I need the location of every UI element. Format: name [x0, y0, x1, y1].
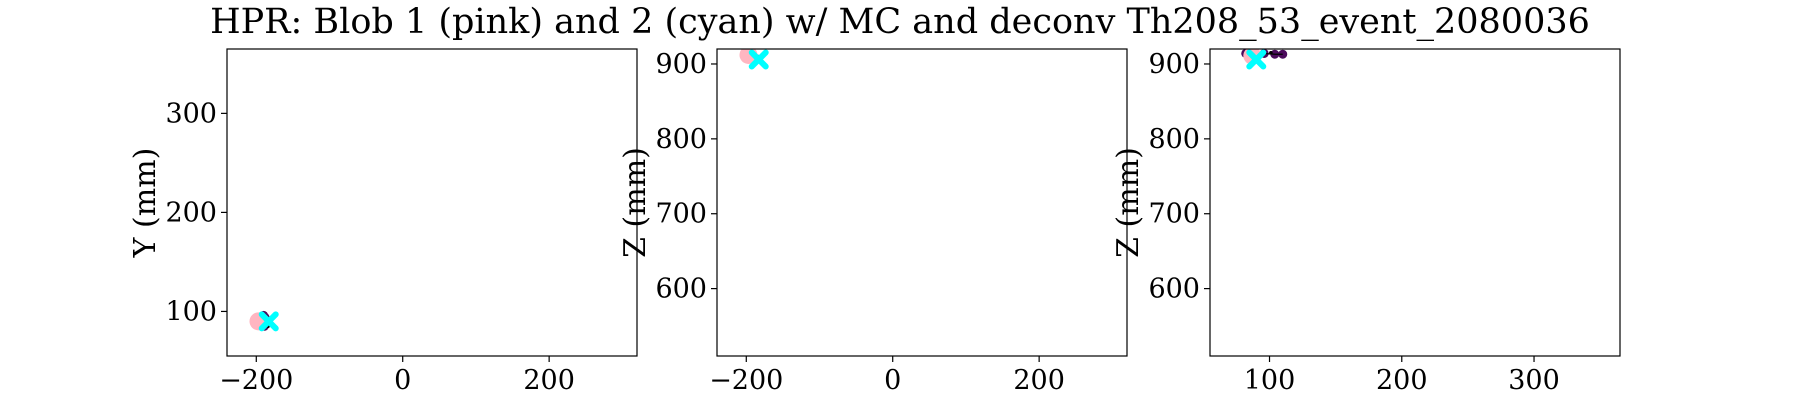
- y-axis-label: Y (mm): [128, 148, 163, 259]
- x-tick-label: 200: [1013, 365, 1065, 396]
- panel-3-marks: [1241, 49, 1288, 70]
- x-tick-label: 0: [884, 365, 901, 396]
- y-tick-label: 300: [165, 98, 217, 129]
- blob2-marker-stroke: [1246, 49, 1267, 70]
- x-tick-label: 200: [523, 365, 575, 396]
- y-axis-label: Z (mm): [618, 147, 653, 258]
- blob2-marker: [258, 311, 279, 332]
- x-tick-label: −200: [709, 365, 783, 396]
- panel-3: 100 200 300 600 700 800 900 Z (mm) Y (mm): [1111, 48, 1621, 400]
- x-axis-label: Y (mm): [1359, 397, 1470, 400]
- blob2-marker: [748, 49, 769, 70]
- y-axis-label: Z (mm): [1111, 147, 1146, 258]
- y-tick-label: 800: [1148, 124, 1200, 155]
- x-tick-label: −200: [219, 365, 293, 396]
- panel-1-marks: [249, 310, 279, 332]
- y-tick-label: 200: [165, 197, 217, 228]
- y-tick-label: 700: [655, 199, 707, 230]
- chart-title: HPR: Blob 1 (pink) and 2 (cyan) w/ MC an…: [210, 2, 1590, 42]
- panel-2-marks: [739, 49, 769, 70]
- y-tick-label: 100: [165, 296, 217, 327]
- blob2-marker: [1246, 49, 1267, 70]
- blob2-marker-stroke: [258, 311, 279, 332]
- x-tick-label: 100: [1244, 365, 1296, 396]
- x-axis-label: X (mm): [866, 397, 977, 400]
- x-tick-label: 300: [1508, 365, 1560, 396]
- y-tick-label: 800: [655, 124, 707, 155]
- y-tick-label: 900: [655, 49, 707, 80]
- y-tick-label: 600: [655, 274, 707, 305]
- y-tick-label: 900: [1148, 49, 1200, 80]
- panel-1-frame: [226, 48, 638, 357]
- panel-2-frame: [716, 48, 1128, 357]
- y-tick-label: 700: [1148, 199, 1200, 230]
- panel-2: −200 0 200 600 700 800 900 Z (mm) X (mm): [618, 48, 1128, 400]
- blob2-marker-stroke: [748, 49, 769, 70]
- y-tick-label: 600: [1148, 274, 1200, 305]
- panel-3-frame: [1209, 48, 1621, 357]
- x-tick-label: 0: [394, 365, 411, 396]
- x-axis-label: X (mm): [376, 397, 487, 400]
- x-tick-label: 200: [1376, 365, 1428, 396]
